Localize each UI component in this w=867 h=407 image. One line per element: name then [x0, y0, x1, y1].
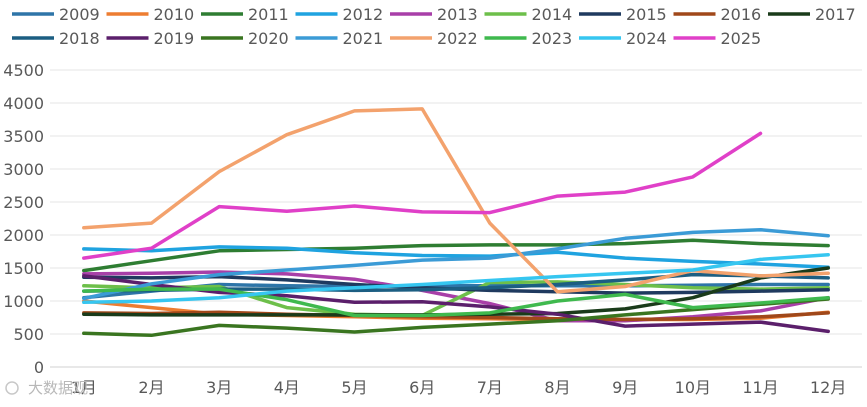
- legend-item: 2016: [673, 5, 762, 24]
- x-tick-label: 12月: [810, 378, 846, 397]
- y-tick-label: 1500: [3, 259, 44, 278]
- legend-label: 2014: [532, 5, 573, 24]
- legend-label: 2015: [626, 5, 667, 24]
- series-line: [82, 107, 830, 294]
- x-tick-label: 9月: [612, 378, 638, 397]
- y-tick-label: 0: [34, 358, 44, 377]
- series-lines: [82, 107, 830, 338]
- y-tick-label: 4000: [3, 94, 44, 113]
- legend-label: 2022: [437, 29, 478, 48]
- legend-item: 2022: [390, 29, 478, 48]
- legend-item: 2025: [673, 29, 762, 48]
- legend-label: 2023: [532, 29, 573, 48]
- legend-label: 2020: [248, 29, 289, 48]
- legend-item: 2012: [295, 5, 384, 24]
- y-tick-label: 500: [13, 325, 44, 344]
- series-line: [82, 287, 830, 318]
- legend-label: 2024: [626, 29, 667, 48]
- legend-label: 2009: [59, 5, 100, 24]
- legend-item: 2014: [484, 5, 573, 24]
- series-2022: [82, 107, 830, 294]
- x-tick-label: 8月: [544, 378, 570, 397]
- legend-item: 2013: [390, 5, 478, 24]
- watermark-text: 大数据观: [28, 379, 88, 397]
- grid-lines: [50, 69, 862, 335]
- legend-label: 2016: [721, 5, 762, 24]
- series-line: [82, 245, 830, 270]
- legend-label: 2010: [154, 5, 195, 24]
- y-tick-label: 3500: [3, 127, 44, 146]
- legend-label: 2021: [343, 29, 384, 48]
- series-2024: [82, 253, 830, 305]
- watermark-logo-icon: [5, 381, 19, 395]
- y-tick-label: 2500: [3, 193, 44, 212]
- legend-item: 2009: [12, 5, 100, 24]
- legend-label: 2013: [437, 5, 478, 24]
- series-2012: [82, 245, 830, 270]
- series-2023: [82, 287, 830, 318]
- legend-item: 2011: [201, 5, 289, 24]
- legend-item: 2019: [106, 29, 195, 48]
- legend-item: 2010: [106, 5, 195, 24]
- series-2021: [82, 227, 830, 301]
- series-line: [82, 274, 830, 334]
- x-tick-label: 11月: [742, 378, 778, 397]
- legend-item: 2023: [484, 29, 573, 48]
- legend-item: 2018: [12, 29, 100, 48]
- x-tick-label: 1月: [71, 378, 97, 397]
- y-tick-label: 4500: [3, 61, 44, 80]
- x-tick-label: 5月: [341, 378, 367, 397]
- axes: 0 500 1000 1500 2000 2500 3000 3500 4000 4500 1月 2月…: [3, 61, 862, 397]
- legend-item: 2021: [295, 29, 384, 48]
- legend-item: 2020: [201, 29, 289, 48]
- series-line: [82, 253, 830, 305]
- y-tick-label: 3000: [3, 160, 44, 179]
- series-line: [82, 310, 830, 322]
- series-line: [82, 227, 830, 301]
- series-line: [82, 297, 830, 338]
- series-line: [82, 238, 830, 273]
- series-2025: [82, 131, 763, 260]
- y-tick-label: 1000: [3, 292, 44, 311]
- series-line: [82, 270, 830, 323]
- y-tick-label: 2000: [3, 226, 44, 245]
- legend-label: 2012: [343, 5, 384, 24]
- legend-item: 2015: [579, 5, 667, 24]
- x-tick-label: 2月: [138, 378, 164, 397]
- legend-label: 2017: [815, 5, 856, 24]
- x-tick-label: 3月: [206, 378, 232, 397]
- x-tick-label: 4月: [274, 378, 300, 397]
- legend-item: 2017: [768, 5, 856, 24]
- series-line: [82, 280, 830, 318]
- legend-label: 2011: [248, 5, 289, 24]
- series-line: [82, 131, 763, 260]
- watermark: 大数据观: [5, 379, 88, 397]
- legend-item: 2024: [579, 29, 667, 48]
- series-2020: [82, 297, 830, 338]
- x-tick-label: 10月: [675, 378, 711, 397]
- legend: 2009 2010 2011 2012 2013 2014 2015 2016 2017 2018…: [12, 5, 856, 48]
- legend-label: 2018: [59, 29, 100, 48]
- x-tick-label: 7月: [477, 378, 503, 397]
- legend-label: 2019: [154, 29, 195, 48]
- x-tick-label: 6月: [409, 378, 435, 397]
- legend-label: 2025: [721, 29, 762, 48]
